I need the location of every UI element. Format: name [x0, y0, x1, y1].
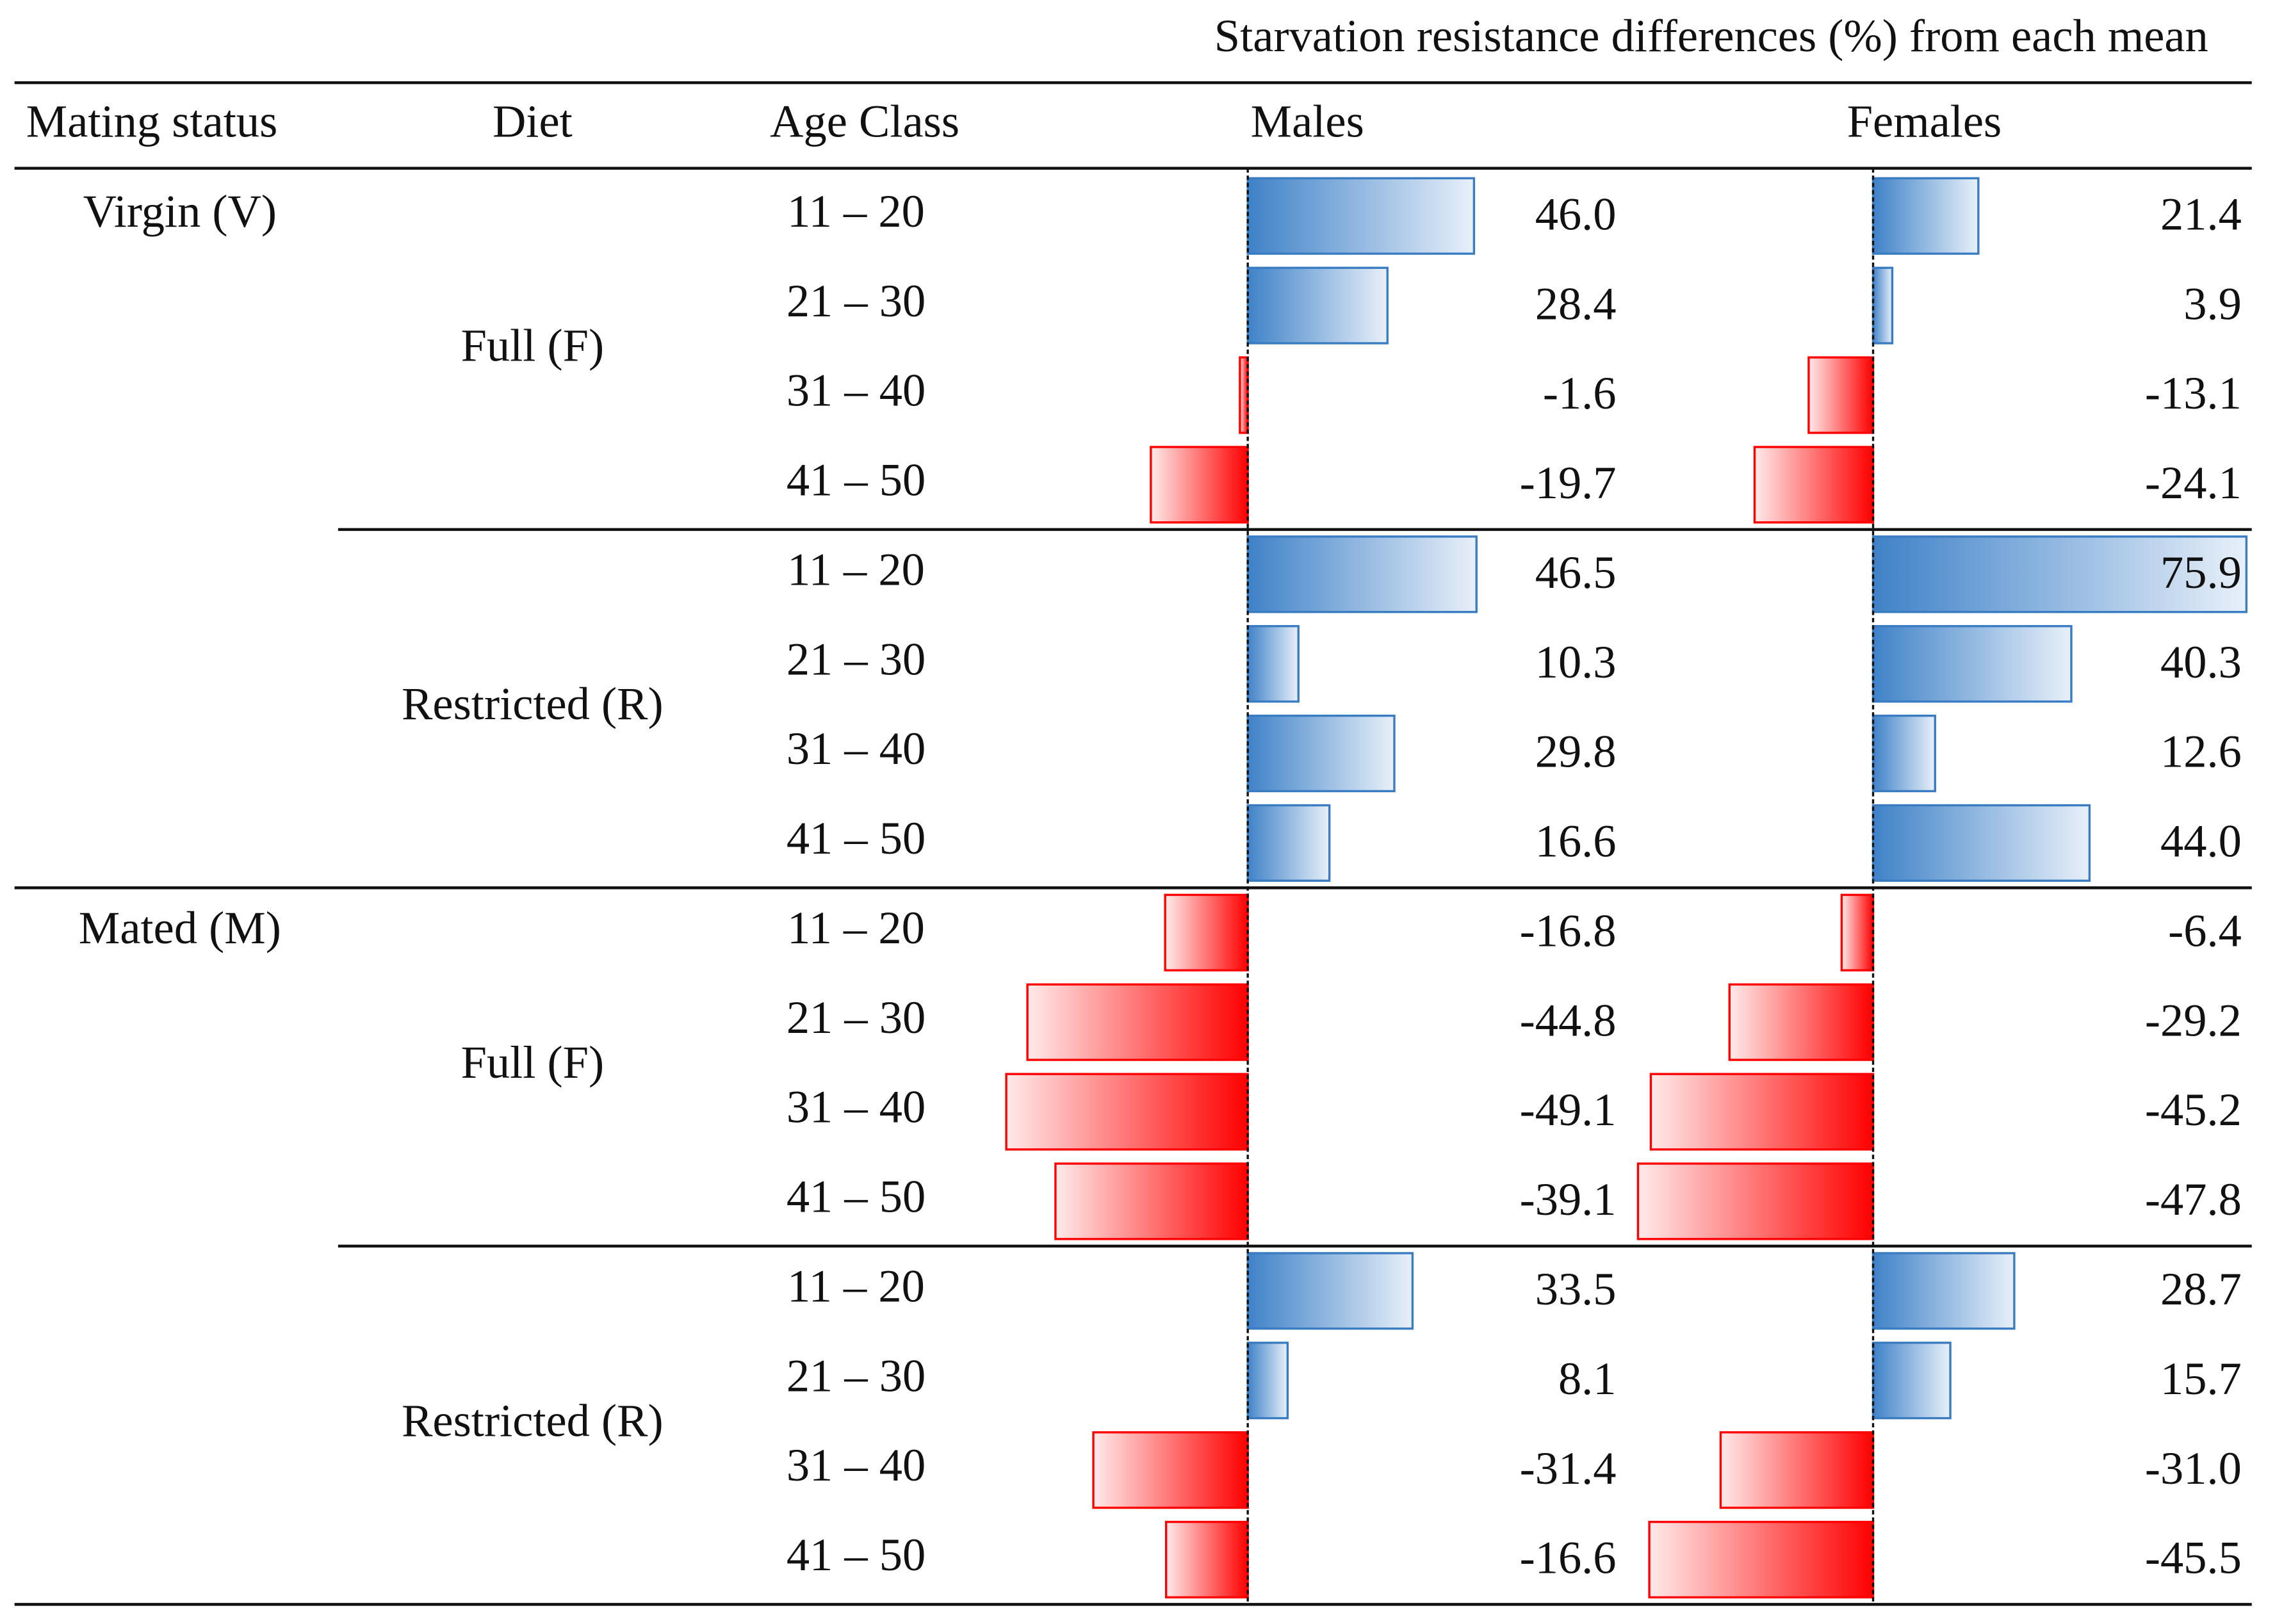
column-header: Diet: [493, 95, 573, 147]
diet: Restricted (R): [402, 678, 664, 729]
data-bar: [1728, 983, 1875, 1061]
data-bar: [1246, 1342, 1289, 1420]
age-class: 21 – 30: [787, 1349, 925, 1401]
data-bar: [1239, 356, 1249, 434]
value-label: 46.5: [1535, 546, 1617, 598]
data-bar: [1871, 804, 2091, 882]
age-class: 41 – 50: [787, 1529, 925, 1580]
value-label: 21.4: [2160, 188, 2242, 240]
age-class: 11 – 20: [787, 1260, 925, 1311]
value-label: -44.8: [1520, 994, 1617, 1046]
mating-status: Mated (M): [79, 902, 281, 954]
column-header: Mating status: [26, 95, 278, 147]
data-bar: [1246, 1252, 1414, 1330]
data-bar: [1871, 714, 1936, 793]
column-header: Males: [1251, 95, 1364, 147]
value-label: -16.6: [1520, 1532, 1617, 1584]
value-label: 8.1: [1558, 1352, 1617, 1404]
column-header: Age Class: [770, 95, 959, 147]
value-label: -45.5: [2145, 1532, 2242, 1584]
value-label: -29.2: [2145, 994, 2242, 1046]
age-class: 31 – 40: [787, 1081, 925, 1133]
value-label: 3.9: [2183, 277, 2242, 329]
data-bar: [1246, 535, 1478, 613]
value-label: 44.0: [2160, 815, 2242, 867]
data-bar: [1026, 983, 1249, 1061]
age-class: 31 – 40: [787, 364, 925, 416]
value-label: 33.5: [1535, 1263, 1617, 1315]
age-class: 31 – 40: [787, 1439, 925, 1491]
data-bar: [1871, 177, 1980, 255]
data-bar: [1164, 1520, 1249, 1599]
data-bar: [1246, 804, 1331, 882]
value-label: 12.6: [2160, 726, 2242, 777]
data-bar: [1807, 356, 1875, 434]
value-label: -31.0: [2145, 1442, 2242, 1494]
data-bar: [1871, 625, 2073, 703]
age-class: 11 – 20: [787, 543, 925, 595]
data-bar: [1648, 1520, 1875, 1599]
diet: Full (F): [461, 320, 605, 371]
value-label: -49.1: [1520, 1084, 1617, 1135]
value-label: 28.7: [2160, 1263, 2242, 1315]
value-label: 15.7: [2160, 1352, 2242, 1404]
data-bar: [1871, 1342, 1952, 1420]
value-label: 46.0: [1535, 188, 1617, 240]
value-label: -19.7: [1520, 457, 1617, 508]
data-bar: [1164, 893, 1249, 971]
value-label: -39.1: [1520, 1173, 1617, 1225]
age-class: 31 – 40: [787, 722, 925, 774]
age-class: 41 – 50: [787, 1171, 925, 1222]
age-class: 21 – 30: [787, 275, 925, 327]
value-label: 40.3: [2160, 636, 2242, 688]
data-bar: [1649, 1073, 1875, 1151]
value-label: -31.4: [1520, 1442, 1617, 1494]
value-label: -6.4: [2168, 904, 2242, 956]
data-bar: [1719, 1431, 1875, 1509]
value-label: -13.1: [2145, 367, 2242, 419]
value-label: -45.2: [2145, 1084, 2242, 1135]
data-bar: [1150, 446, 1249, 524]
data-bar: [1092, 1431, 1249, 1509]
data-bar: [1005, 1073, 1249, 1151]
value-label: -1.6: [1543, 367, 1617, 419]
data-bar: [1246, 625, 1300, 703]
data-bar: [1636, 1162, 1875, 1240]
data-bar: [1840, 893, 1875, 971]
value-label: 10.3: [1535, 636, 1617, 688]
age-class: 41 – 50: [787, 454, 925, 506]
title: Starvation resistance differences (%) fr…: [1214, 10, 2208, 61]
diet: Full (F): [461, 1036, 605, 1088]
value-label: 29.8: [1535, 726, 1617, 777]
diet: Restricted (R): [402, 1394, 664, 1446]
value-label: 28.4: [1535, 277, 1617, 329]
value-label: 75.9: [2160, 546, 2242, 598]
value-label: 16.6: [1535, 815, 1617, 867]
data-bar: [1753, 446, 1875, 524]
value-label: -24.1: [2145, 457, 2242, 508]
data-bar: [1871, 1252, 2016, 1330]
age-class: 41 – 50: [787, 812, 925, 864]
age-class: 11 – 20: [787, 185, 925, 237]
age-class: 11 – 20: [787, 902, 925, 954]
age-class: 21 – 30: [787, 991, 925, 1043]
age-class: 21 – 30: [787, 633, 925, 685]
value-label: -47.8: [2145, 1173, 2242, 1225]
mating-status: Virgin (V): [83, 185, 277, 237]
column-header: Females: [1847, 95, 2002, 147]
data-bar: [1246, 266, 1389, 345]
data-bar: [1246, 714, 1396, 793]
data-bar: [1871, 266, 1894, 345]
value-label: -16.8: [1520, 904, 1617, 956]
data-bar: [1871, 535, 2248, 613]
data-bar: [1054, 1162, 1249, 1240]
data-bar: [1246, 177, 1476, 255]
